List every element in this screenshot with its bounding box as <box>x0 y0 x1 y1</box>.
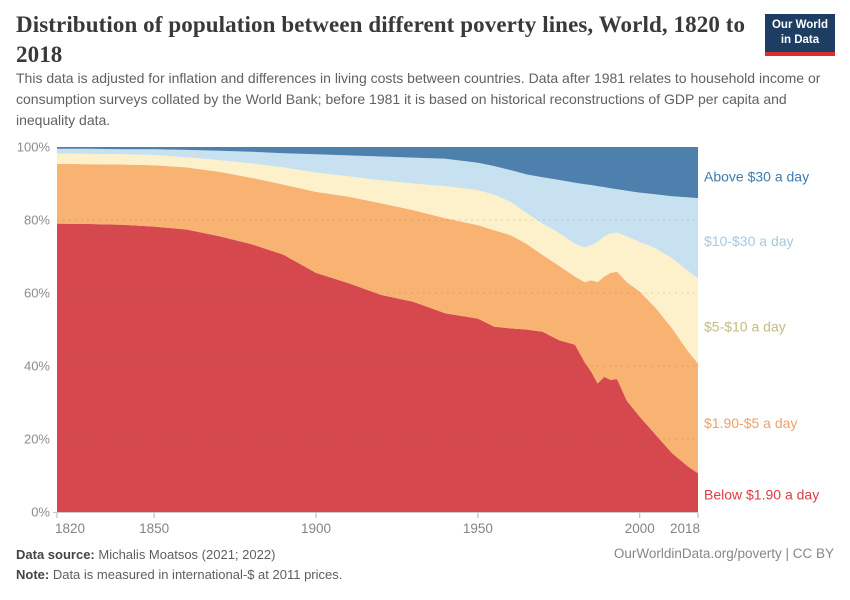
data-source-line: Data source: Michalis Moatsos (2021; 202… <box>16 545 342 565</box>
x-tick-label-2000: 2000 <box>625 521 655 536</box>
y-tick-label-100: 100% <box>17 139 51 154</box>
y-tick-label-80: 80% <box>24 212 50 227</box>
owid-logo-line2: in Data <box>780 33 820 46</box>
data-source-value: Michalis Moatsos (2021; 2022) <box>94 547 276 562</box>
note-label: Note: <box>16 567 50 583</box>
y-tick-label-60: 60% <box>24 285 50 300</box>
x-tick-label-1820: 1820 <box>55 521 85 536</box>
data-source-label: Data source: <box>16 547 95 562</box>
owid-logo-line1: Our World <box>771 19 828 31</box>
series-label-above-30-a-day: Above $30 a day <box>704 168 809 184</box>
area-series-above-30-a-day <box>57 147 698 199</box>
attribution-text: OurWorldinData.org/poverty | CC BY <box>613 546 834 561</box>
x-tick-label-1900: 1900 <box>301 521 331 536</box>
series-label-1-90-5-a-day: $1.90-$5 a day <box>704 415 797 431</box>
area-series-below-1-90-a-day <box>57 223 698 512</box>
series-label-below-1-90-a-day: Below $1.90 a day <box>704 486 819 502</box>
owid-logo: Our World in Data <box>764 14 835 56</box>
note-line: Note: Data is measured in international-… <box>16 565 342 585</box>
area-series-1-90-5-a-day <box>57 163 698 474</box>
y-tick-label-0: 0% <box>31 504 50 519</box>
y-tick-label-20: 20% <box>24 431 50 446</box>
series-label-5-10-a-day: $5-$10 a day <box>704 319 786 335</box>
area-series-5-10-a-day <box>57 153 698 364</box>
x-tick-label-1950: 1950 <box>463 521 493 536</box>
note-value: Data is measured in international-$ at 2… <box>49 567 343 583</box>
page-title: Distribution of population between diffe… <box>16 12 746 68</box>
x-tick-label-1850: 1850 <box>139 521 169 536</box>
series-label-10-30-a-day: $10-$30 a day <box>704 233 794 249</box>
x-tick-label-2018: 2018 <box>670 521 700 536</box>
chart-footer: Data source: Michalis Moatsos (2021; 202… <box>16 545 342 585</box>
y-tick-label-40: 40% <box>24 358 50 373</box>
area-series-10-30-a-day <box>57 148 698 279</box>
chart-subtitle: This data is adjusted for inflation and … <box>16 70 821 128</box>
